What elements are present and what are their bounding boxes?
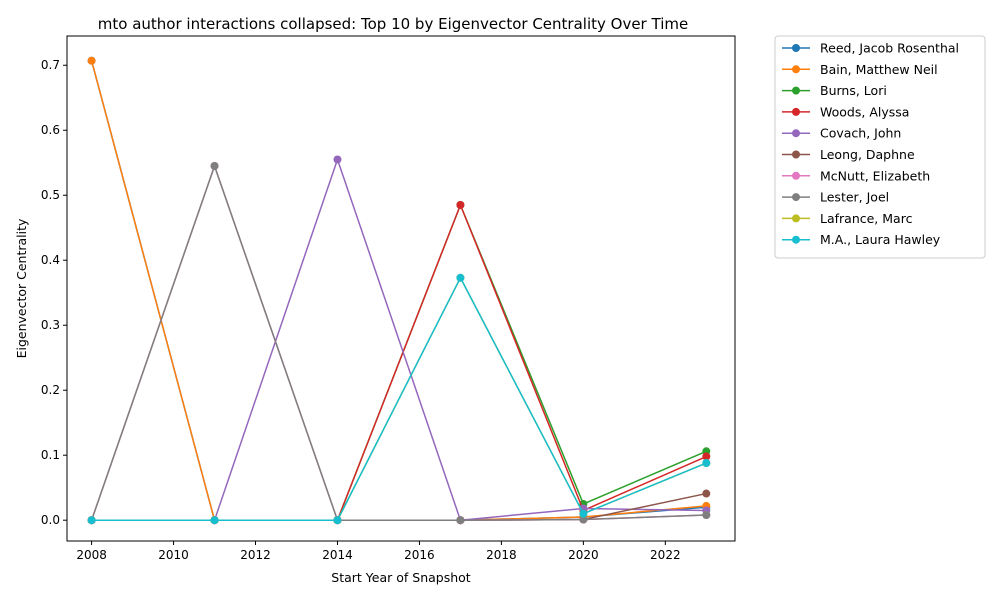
data-point xyxy=(456,273,465,282)
legend-entry: Leong, Daphne xyxy=(782,147,915,162)
series-line xyxy=(90,165,707,521)
data-point xyxy=(702,459,711,468)
data-point xyxy=(333,516,342,525)
legend-label: M.A., Laura Hawley xyxy=(820,232,941,247)
legend-label: Leong, Daphne xyxy=(820,147,915,162)
data-point xyxy=(702,452,711,461)
legend-label: Lafrance, Marc xyxy=(820,211,913,226)
data-point xyxy=(333,155,342,164)
legend-entry: Burns, Lori xyxy=(782,83,887,98)
y-tick-label: 0.5 xyxy=(41,188,60,202)
x-axis: 2008 2010 2012 2014 2016 2018 2020 2022 xyxy=(76,541,681,562)
legend-entry: M.A., Laura Hawley xyxy=(782,232,941,247)
y-tick-label: 0.3 xyxy=(41,318,60,332)
data-point xyxy=(210,516,219,525)
x-tick-label: 2020 xyxy=(568,548,599,562)
legend-marker xyxy=(792,235,800,244)
legend-marker xyxy=(792,193,800,202)
legend-entry: Covach, John xyxy=(782,126,901,141)
data-point xyxy=(87,516,96,525)
x-tick-label: 2010 xyxy=(158,548,189,562)
legend-label: Woods, Alyssa xyxy=(820,104,909,119)
legend-frame xyxy=(774,35,986,259)
x-tick-label: 2016 xyxy=(404,548,435,562)
legend-marker xyxy=(792,86,800,95)
legend-entry: McNutt, Elizabeth xyxy=(782,168,930,183)
data-point xyxy=(87,56,96,65)
y-tick-label: 0.6 xyxy=(41,123,60,137)
legend-marker xyxy=(792,171,800,180)
legend-entry: Bain, Matthew Neil xyxy=(782,62,938,77)
x-tick-label: 2014 xyxy=(322,548,353,562)
legend-label: McNutt, Elizabeth xyxy=(820,168,930,183)
legend-entry: Reed, Jacob Rosenthal xyxy=(782,41,959,56)
legend-marker xyxy=(792,107,800,116)
x-tick-label: 2022 xyxy=(650,548,681,562)
y-axis: 0.0 0.1 0.2 0.3 0.4 0.5 0.6 0.7 xyxy=(41,58,67,527)
y-tick-label: 0.0 xyxy=(41,513,60,527)
data-point xyxy=(702,511,711,520)
y-tick-label: 0.1 xyxy=(41,448,60,462)
data-point xyxy=(702,489,711,498)
data-point xyxy=(579,515,588,524)
legend-label: Lester, Joel xyxy=(820,190,889,205)
legend-marker xyxy=(792,214,800,223)
legend-label: Covach, John xyxy=(820,126,901,141)
y-axis-title: Eigenvector Centrality xyxy=(14,218,29,358)
series-line xyxy=(91,277,707,521)
legend-marker xyxy=(792,65,800,74)
chart-title: mto author interactions collapsed: Top 1… xyxy=(98,15,688,33)
data-point xyxy=(210,161,219,170)
legend-label: Bain, Matthew Neil xyxy=(820,62,938,77)
x-axis-title: Start Year of Snapshot xyxy=(331,570,471,585)
legend: Reed, Jacob Rosenthal Bain, Matthew Neil B… xyxy=(774,35,986,259)
y-tick-label: 0.2 xyxy=(41,383,60,397)
data-point xyxy=(579,509,588,518)
legend-entry: Lester, Joel xyxy=(782,190,889,205)
x-tick-label: 2018 xyxy=(486,548,517,562)
legend-entry: Woods, Alyssa xyxy=(782,104,909,119)
legend-marker xyxy=(792,44,800,52)
legend-label: Reed, Jacob Rosenthal xyxy=(820,41,959,56)
data-point xyxy=(456,200,465,209)
legend-marker xyxy=(792,129,800,138)
series-layer xyxy=(87,56,711,525)
y-tick-label: 0.7 xyxy=(41,58,60,72)
x-tick-label: 2012 xyxy=(240,548,271,562)
x-tick-label: 2008 xyxy=(76,548,107,562)
legend-entry: Lafrance, Marc xyxy=(782,211,913,226)
series-9 xyxy=(87,273,711,525)
y-tick-label: 0.4 xyxy=(41,253,60,267)
data-point xyxy=(456,516,465,525)
legend-marker xyxy=(792,150,800,159)
plot-area-frame xyxy=(66,35,736,542)
legend-label: Burns, Lori xyxy=(820,83,887,98)
